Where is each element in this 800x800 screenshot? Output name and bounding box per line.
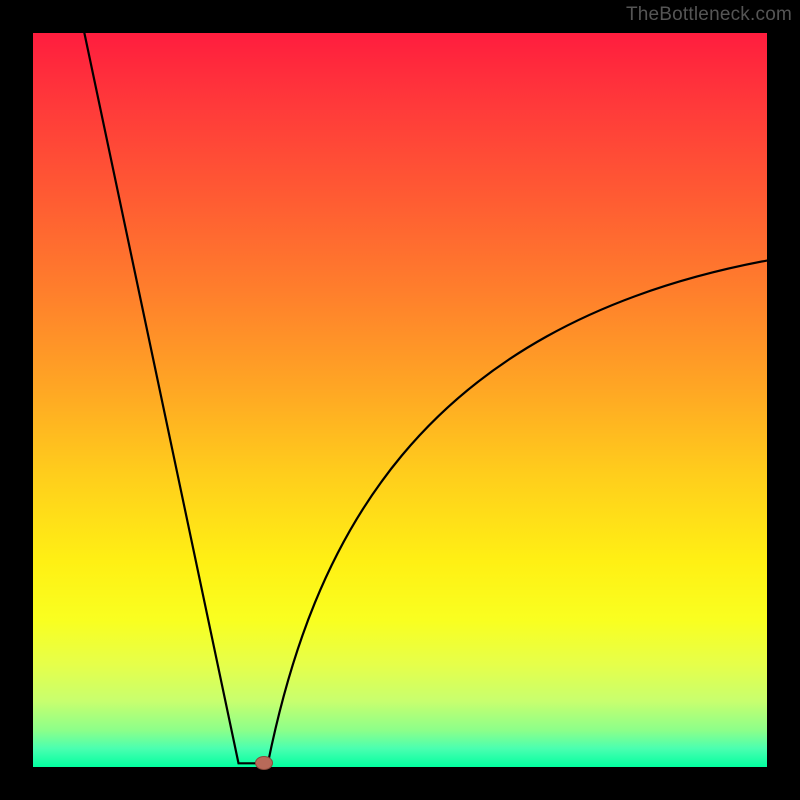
optimal-point-marker [255,756,273,770]
plot-area [33,33,767,767]
bottleneck-curve [33,33,767,767]
watermark-text: TheBottleneck.com [626,4,792,26]
chart-container: TheBottleneck.com [0,0,800,800]
